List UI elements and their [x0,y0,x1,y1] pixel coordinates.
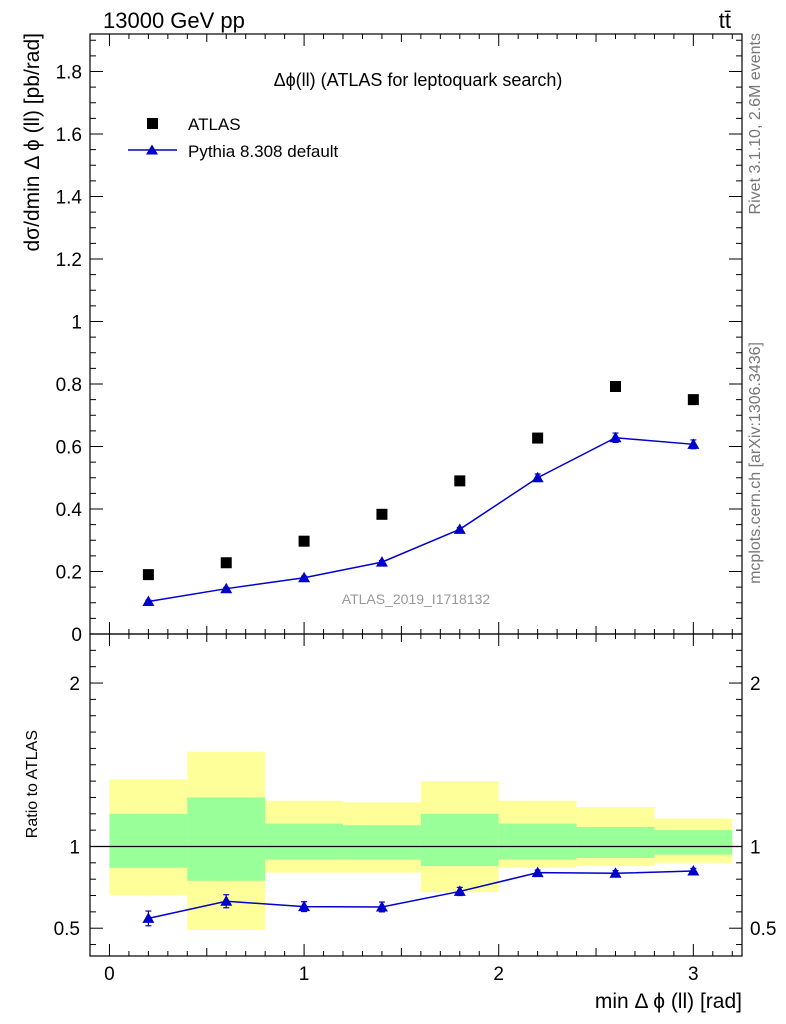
upper-y-tick-label: 1.6 [56,125,82,146]
pythia-point [375,556,388,567]
band-stat-bin-3 [343,825,421,860]
ratio-plot-frame [89,633,743,957]
ratio-y-axis-label: Ratio to ATLAS [24,730,41,838]
legend-marker-pythia [146,144,158,155]
x-tick-label: 2 [493,964,504,985]
ratio-pythia-line [148,870,694,920]
atlas-point [687,394,699,406]
ratio-pythia-point [609,867,622,878]
legend-label-atlas: ATLAS [188,115,241,134]
atlas-point [532,432,544,444]
x-tick-label: 1 [299,964,310,985]
x-tick-label: 3 [688,964,699,985]
watermark-label: ATLAS_2019_I1718132 [342,591,491,607]
legend: ATLAS Pythia 8.308 default [128,115,339,161]
upper-y-tick-label: 0.2 [56,563,82,584]
pythia-point [687,438,700,449]
atlas-point [298,535,310,547]
atlas-point [220,557,232,569]
ratio-y-tick-label-right: 2 [750,674,761,695]
band-stat-bin-4 [420,813,499,867]
pythia-point [453,523,466,534]
band-stat-bin-1 [187,797,266,881]
ratio-pythia-point [453,885,466,896]
upper-y-tick-label: 1.8 [56,63,82,84]
ratio-pythia-point [531,866,544,878]
upper-y-tick-label: 0 [71,625,82,646]
data-marks [142,381,700,927]
pythia-point [220,582,233,594]
band-stat-bin-2 [265,823,344,860]
legend-marker-atlas [147,118,158,129]
band-stat-bin-6 [576,826,655,858]
upper-y-tick-label: 0.6 [56,438,82,459]
ratio-pythia-point [220,895,233,906]
x-tick-label: 0 [104,964,115,985]
upper-y-tick-label: 1.4 [56,188,83,209]
pythia-point [531,471,544,483]
mcplots-label: mcplots.cern.ch [arXiv:1306.3436] [747,342,764,584]
ratio-y-tick-label: 0.5 [54,919,80,940]
ratio-y-tick-label: 2 [69,674,80,695]
upper-y-axis-label: dσ/dmin Δ ϕ (ll) [pb/rad] [21,33,44,252]
upper-y-tick-label: 0.4 [56,500,83,521]
atlas-point [376,508,388,520]
ratio-pythia-point [298,900,311,912]
upper-y-tick-label: 1.2 [56,250,82,271]
ratio-bands [109,751,733,930]
upper-y-tick-label: 0.8 [56,375,82,396]
upper-y-tick-label: 1 [71,313,82,334]
band-stat-bin-5 [498,823,577,860]
x-axis-label: min Δ ϕ (ll) [rad] [595,990,742,1013]
pythia-line [148,436,694,603]
legend-label-pythia: Pythia 8.308 default [188,142,339,161]
atlas-point [142,569,154,581]
main-title: Δϕ(ll) (ATLAS for leptoquark search) [274,70,563,90]
ratio-y-tick-label-right: 1 [750,837,761,858]
ratio-pythia-point [142,912,155,923]
ratio-y-tick-label: 1 [69,837,80,858]
process-label: tt̄ [719,8,731,33]
ratio-pythia-point [687,865,700,876]
ratio-y-tick-label-right: 0.5 [750,919,776,940]
axis-ticks: 0 1 2 3 0 0.2 0.4 0.6 0.8 1 1.2 1.4 1.6 1.8 0.5 0.5 1 1 2 2 [54,34,776,985]
band-stat-bin-0 [109,813,188,868]
band-stat-bin-7 [654,830,733,855]
pythia-point [298,571,311,583]
rivet-version-label: Rivet 3.1.10, 2.6M events [747,33,764,214]
pythia-point [142,595,155,606]
atlas-point [454,475,466,487]
pythia-point [609,431,622,443]
plot-frames [89,33,743,957]
energy-label: 13000 GeV pp [103,8,245,33]
ratio-pythia-point [375,900,388,912]
atlas-point [609,381,621,392]
